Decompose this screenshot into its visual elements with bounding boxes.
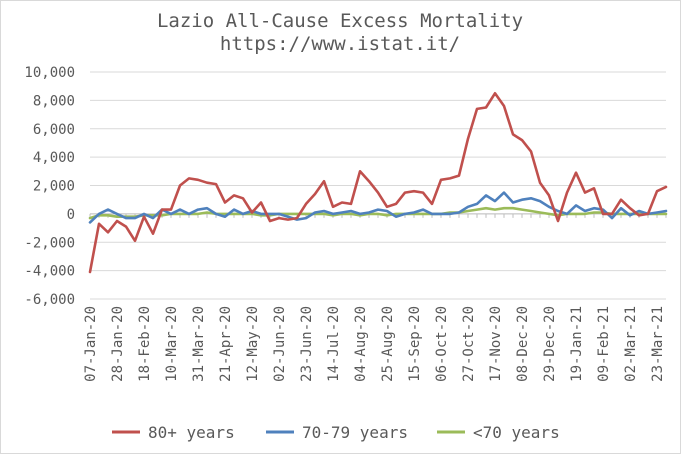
chart-title: Lazio All-Cause Excess Mortality: [157, 10, 523, 32]
y-tick-label: 2,000: [33, 179, 75, 195]
x-tick-label: 14-Jul-20: [326, 306, 342, 382]
legend-label: <70 years: [473, 423, 560, 442]
y-tick-label: 6,000: [33, 122, 75, 138]
y-tick-label: 8,000: [33, 93, 75, 109]
legend: 80+ years 70-79 years <70 years: [112, 423, 560, 442]
y-tick-label: -2,000: [24, 235, 75, 251]
x-tick-label: 29-Dec-20: [542, 306, 558, 382]
x-tick-label: 15-Sep-20: [407, 306, 423, 382]
x-tick-label: 19-Jan-21: [569, 306, 585, 382]
series-line-70-79-years: [88, 191, 668, 224]
x-tick-label: 07-Jan-20: [83, 306, 99, 382]
x-tick-label: 31-Mar-20: [191, 306, 207, 382]
y-tick-label: 4,000: [33, 150, 75, 166]
x-tick-label: 23-Jun-20: [299, 306, 315, 382]
y-axis: 10,000 8,000 6,000 4,000 2,000 0 -2,000 -4,000 -…: [24, 65, 75, 308]
gridlines: [90, 71, 666, 300]
x-tick-label: 28-Jan-20: [110, 306, 126, 382]
chart-subtitle: https://www.istat.it/: [220, 33, 460, 55]
y-tick-label: 10,000: [24, 65, 75, 81]
x-tick-label: 06-Oct-20: [434, 306, 450, 382]
x-tick-label: 02-Jun-20: [272, 306, 288, 382]
legend-label: 70-79 years: [302, 423, 408, 442]
x-tick-label: 10-Mar-20: [164, 306, 180, 382]
y-tick-label: 0: [67, 207, 75, 223]
x-tick-label: 04-Aug-20: [353, 306, 369, 382]
x-tick-label: 27-Oct-20: [461, 306, 477, 382]
series-lines: [88, 92, 668, 274]
x-tick-label: 12-May-20: [245, 306, 261, 382]
y-tick-label: -4,000: [24, 264, 75, 280]
x-tick-label: 08-Dec-20: [515, 306, 531, 382]
x-tick-label: 09-Feb-21: [596, 306, 612, 382]
x-tick-label: 02-Mar-21: [623, 306, 639, 382]
x-tick-label: 18-Feb-20: [137, 306, 153, 382]
legend-label: 80+ years: [148, 423, 235, 442]
x-tick-label: 17-Nov-20: [488, 306, 504, 382]
series-line-80-years: [88, 92, 668, 274]
x-tick-label: 25-Aug-20: [380, 306, 396, 382]
x-tick-label: 21-Apr-20: [218, 306, 234, 382]
x-axis: 07-Jan-20 28-Jan-20 18-Feb-20 10-Mar-20 31-M…: [83, 213, 667, 382]
x-tick-label: 23-Mar-21: [650, 306, 666, 382]
y-tick-label: -6,000: [24, 292, 75, 308]
